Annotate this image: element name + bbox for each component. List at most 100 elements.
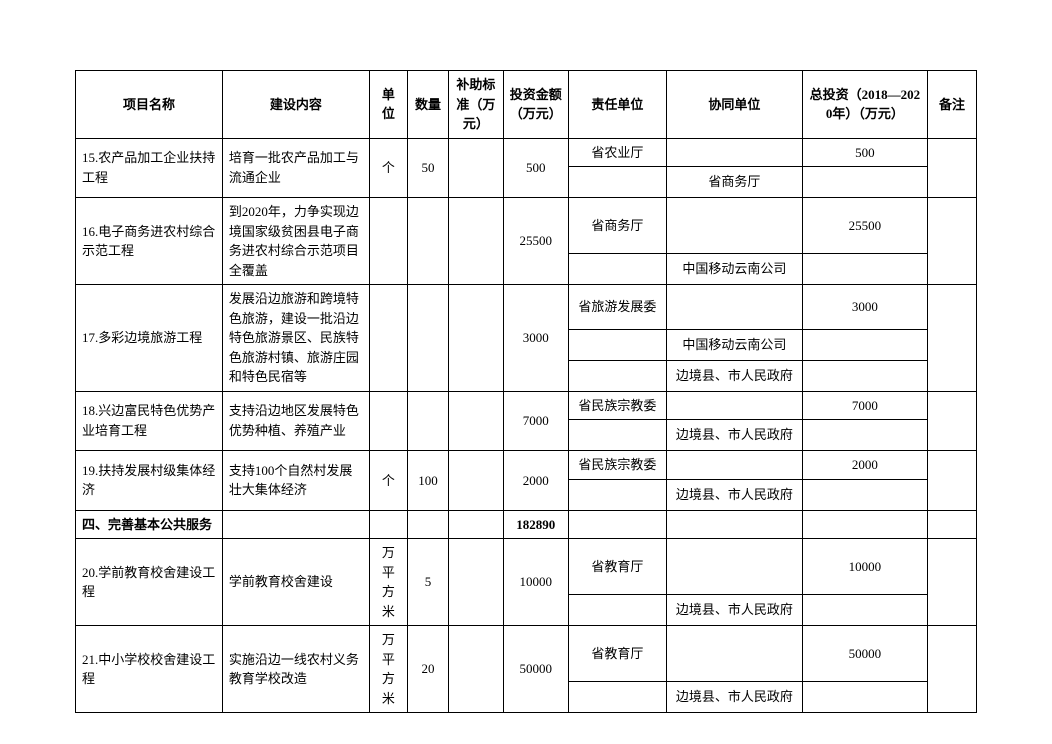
cell-unit: 万平方米: [369, 626, 407, 713]
cell-resp: 省旅游发展委: [568, 285, 666, 330]
cell-unit: 个: [369, 451, 407, 511]
cell-resp: [568, 510, 666, 539]
cell-resp: [568, 360, 666, 391]
table-row: 20.学前教育校舍建设工程 学前教育校舍建设 万平方米 5 10000 省教育厅…: [76, 539, 977, 595]
cell-remark: [927, 198, 976, 285]
table-row: 21.中小学校校舍建设工程 实施沿边一线农村义务教育学校改造 万平方米 20 5…: [76, 626, 977, 682]
cell-resp: 省农业厅: [568, 138, 666, 167]
cell-std: [449, 451, 503, 511]
cell-total: 3000: [802, 285, 927, 330]
cell-resp: [568, 420, 666, 451]
table-row: 17.多彩边境旅游工程 发展沿边旅游和跨境特色旅游，建设一批沿边特色旅游景区、民…: [76, 285, 977, 330]
header-resp: 责任单位: [568, 71, 666, 139]
cell-total: [802, 420, 927, 451]
cell-total: [802, 254, 927, 285]
table-row: 15.农产品加工企业扶持工程 培育一批农产品加工与流通企业 个 50 500 省…: [76, 138, 977, 167]
cell-qty: [407, 198, 448, 285]
cell-resp: [568, 682, 666, 713]
table-row: 16.电子商务进农村综合示范工程 到2020年，力争实现边境国家级贫困县电子商务…: [76, 198, 977, 254]
header-qty: 数量: [407, 71, 448, 139]
header-remark: 备注: [927, 71, 976, 139]
cell-coop: [666, 391, 802, 420]
header-coop: 协同单位: [666, 71, 802, 139]
cell-content: [222, 510, 369, 539]
cell-total: [802, 167, 927, 198]
cell-invest: 50000: [503, 626, 568, 713]
cell-remark: [927, 539, 976, 626]
cell-remark: [927, 138, 976, 198]
header-invest: 投资金额（万元）: [503, 71, 568, 139]
cell-resp: [568, 479, 666, 510]
cell-std: [449, 138, 503, 198]
cell-total: [802, 329, 927, 360]
header-row: 项目名称 建设内容 单位 数量 补助标准（万元） 投资金额（万元） 责任单位 协…: [76, 71, 977, 139]
header-content: 建设内容: [222, 71, 369, 139]
cell-unit: 万平方米: [369, 539, 407, 626]
cell-invest: 2000: [503, 451, 568, 511]
cell-resp: 省民族宗教委: [568, 451, 666, 480]
cell-total: 7000: [802, 391, 927, 420]
cell-remark: [927, 285, 976, 392]
header-std: 补助标准（万元）: [449, 71, 503, 139]
cell-resp: 省教育厅: [568, 626, 666, 682]
cell-qty: 20: [407, 626, 448, 713]
cell-total: 2000: [802, 451, 927, 480]
cell-resp: [568, 329, 666, 360]
cell-coop: 边境县、市人民政府: [666, 420, 802, 451]
cell-qty: 5: [407, 539, 448, 626]
cell-unit: [369, 285, 407, 392]
cell-qty: 50: [407, 138, 448, 198]
cell-name: 21.中小学校校舍建设工程: [76, 626, 223, 713]
cell-coop: 边境县、市人民政府: [666, 479, 802, 510]
cell-unit: [369, 391, 407, 451]
cell-remark: [927, 451, 976, 511]
cell-unit: [369, 510, 407, 539]
cell-total: 25500: [802, 198, 927, 254]
cell-content: 支持100个自然村发展壮大集体经济: [222, 451, 369, 511]
cell-total: [802, 360, 927, 391]
cell-coop: 中国移动云南公司: [666, 254, 802, 285]
cell-std: [449, 539, 503, 626]
cell-name: 17.多彩边境旅游工程: [76, 285, 223, 392]
page-container: 项目名称 建设内容 单位 数量 补助标准（万元） 投资金额（万元） 责任单位 协…: [0, 0, 1052, 744]
cell-std: [449, 285, 503, 392]
cell-name: 18.兴边富民特色优势产业培育工程: [76, 391, 223, 451]
cell-coop: [666, 285, 802, 330]
cell-name: 16.电子商务进农村综合示范工程: [76, 198, 223, 285]
cell-coop: [666, 138, 802, 167]
cell-total: 50000: [802, 626, 927, 682]
cell-std: [449, 626, 503, 713]
cell-content: 发展沿边旅游和跨境特色旅游，建设一批沿边特色旅游景区、民族特色旅游村镇、旅游庄园…: [222, 285, 369, 392]
cell-coop: 省商务厅: [666, 167, 802, 198]
cell-coop: [666, 626, 802, 682]
cell-invest: 7000: [503, 391, 568, 451]
cell-invest: 3000: [503, 285, 568, 392]
cell-resp: 省商务厅: [568, 198, 666, 254]
cell-qty: [407, 285, 448, 392]
cell-total: 10000: [802, 539, 927, 595]
cell-name: 15.农产品加工企业扶持工程: [76, 138, 223, 198]
cell-unit: [369, 198, 407, 285]
header-name: 项目名称: [76, 71, 223, 139]
cell-qty: [407, 391, 448, 451]
cell-coop: [666, 198, 802, 254]
cell-coop: [666, 451, 802, 480]
table-row: 18.兴边富民特色优势产业培育工程 支持沿边地区发展特色优势种植、养殖产业 70…: [76, 391, 977, 420]
cell-content: 支持沿边地区发展特色优势种植、养殖产业: [222, 391, 369, 451]
cell-name: 19.扶持发展村级集体经济: [76, 451, 223, 511]
cell-invest: 500: [503, 138, 568, 198]
cell-total: [802, 682, 927, 713]
cell-remark: [927, 391, 976, 451]
cell-total: [802, 479, 927, 510]
header-unit: 单位: [369, 71, 407, 139]
cell-resp: 省民族宗教委: [568, 391, 666, 420]
cell-std: [449, 510, 503, 539]
cell-coop: 中国移动云南公司: [666, 329, 802, 360]
cell-content: 学前教育校舍建设: [222, 539, 369, 626]
section-row: 四、完善基本公共服务 182890: [76, 510, 977, 539]
cell-content: 到2020年，力争实现边境国家级贫困县电子商务进农村综合示范项目全覆盖: [222, 198, 369, 285]
cell-total: [802, 510, 927, 539]
cell-coop: [666, 510, 802, 539]
cell-remark: [927, 510, 976, 539]
cell-name: 20.学前教育校舍建设工程: [76, 539, 223, 626]
